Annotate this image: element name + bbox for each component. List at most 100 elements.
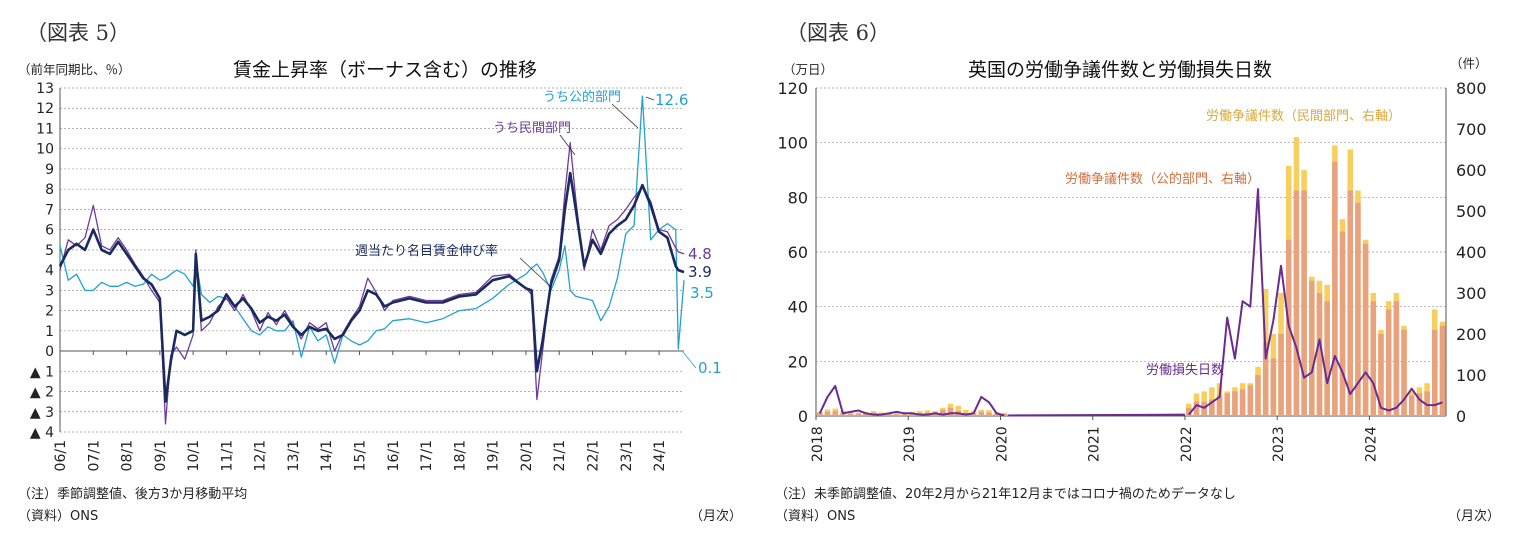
x-tick-label: 06/1: [53, 440, 69, 471]
series-line-6: [818, 188, 1443, 417]
bar-public: [824, 411, 831, 416]
leader-public-end: [682, 351, 697, 369]
bar-public: [1270, 358, 1277, 416]
peak-value-public: 12.6: [655, 91, 688, 109]
bar-public: [1216, 395, 1223, 416]
x-tick-label: 21/1: [552, 440, 568, 471]
y-left-tick-label: 80: [788, 188, 808, 207]
x-tick-label: 2018: [810, 426, 826, 462]
bar-public: [1416, 393, 1423, 416]
y-axis-label-5: （前年同期比、％）: [18, 62, 131, 77]
chart-title-5: 賃金上昇率（ボーナス含む）の推移: [233, 59, 537, 81]
y-tick-label: 8: [45, 182, 54, 198]
bar-public: [978, 411, 985, 416]
bar-public: [840, 413, 846, 416]
y-right-tick-label: 700: [1456, 120, 1487, 139]
y-right-tick-label: 300: [1456, 284, 1487, 303]
label-days-lost: 労働損失日数: [1146, 363, 1224, 378]
x-tick-label: 12/1: [253, 440, 269, 471]
x-tick-label: 22/1: [585, 440, 601, 471]
y-tick-label: 0: [45, 344, 54, 360]
bar-public: [1255, 375, 1261, 416]
y-tick-label: ▲ 3: [30, 405, 54, 421]
label-all-wages: 週当たり名目賃金伸び率: [355, 243, 498, 259]
y-left-tick-label: 120: [777, 79, 808, 98]
y-right-tick-label: 100: [1456, 366, 1487, 385]
x-tick-label: 14/1: [319, 440, 335, 471]
bar-private: [955, 405, 961, 416]
bar-public: [1247, 385, 1254, 416]
bar-public: [1439, 325, 1446, 416]
y-tick-label: 12: [36, 101, 54, 117]
bar-public: [1385, 309, 1392, 416]
bar-public: [1278, 334, 1284, 416]
x-tick-label: 24/1: [652, 440, 668, 471]
y-left-tick-label: 20: [788, 352, 808, 371]
bar-public: [1209, 399, 1215, 416]
bar-public: [1378, 334, 1384, 416]
y-left-tick-label: 0: [798, 407, 808, 426]
bar-public: [1293, 190, 1300, 416]
bar-public: [1224, 393, 1231, 416]
bar-public: [1355, 202, 1361, 416]
days-lost-line-2018-2020: [818, 384, 1005, 417]
y-axis-right-label-6: （件）: [1450, 56, 1488, 71]
bar-public: [1239, 389, 1246, 416]
bar-public: [1408, 395, 1415, 416]
x-tick-label: 17/1: [419, 440, 435, 471]
y-tick-label: 2: [45, 304, 54, 320]
bar-public: [847, 413, 854, 416]
label-public-sector: うち公的部門: [543, 89, 621, 105]
label-private-sector: うち民間部門: [493, 121, 571, 136]
chart-title-6: 英国の労働争議件数と労働損失日数: [968, 59, 1272, 81]
series-line-1: [59, 141, 685, 425]
x-tick-label: 2019: [902, 426, 918, 462]
y-axis-left-label-6: （万日）: [783, 62, 833, 77]
series-lines-5: [58, 95, 685, 425]
x-tick-label: 2023: [1271, 426, 1287, 462]
bar-public: [1201, 401, 1207, 416]
y-tick-label: 9: [45, 162, 54, 178]
y-right-tick-label: 600: [1456, 161, 1487, 180]
bar-public: [993, 413, 1000, 416]
bar-public: [947, 407, 954, 416]
x-tick-label: 13/1: [286, 440, 302, 471]
x-tick-label: 2020: [994, 426, 1010, 462]
y-tick-label: 6: [45, 223, 54, 239]
bar-public: [832, 411, 838, 416]
x-tick-label: 10/1: [186, 440, 202, 471]
y-tick-label: ▲ 4: [30, 425, 54, 441]
chart-fig5: （図表 5） 賃金上昇率（ボーナス含む）の推移 （前年同期比、％） 131211…: [18, 21, 742, 524]
bar-public: [1401, 329, 1407, 416]
bar-public: [863, 413, 869, 416]
y-tick-label: 11: [36, 121, 54, 137]
bar-public: [986, 412, 992, 416]
bar-public: [970, 413, 977, 416]
bar-public: [1424, 391, 1430, 416]
note-6: （注）未季節調整値、20年2月から21年12月まではコロナ禍のためデータなし: [775, 486, 1236, 502]
y-left-tick-label: 60: [788, 243, 808, 262]
y-tick-label: 7: [45, 202, 54, 218]
y-tick-label: ▲ 2: [30, 385, 54, 401]
x-tick-label: 20/1: [519, 440, 535, 471]
bar-public: [1339, 231, 1346, 416]
y-right-tick-label: 400: [1456, 243, 1487, 262]
gridlines-5: [59, 87, 684, 433]
bar-public: [1370, 301, 1377, 416]
series-line-0: [58, 171, 685, 403]
bar-public: [940, 409, 946, 416]
y-right-tick-label: 800: [1456, 79, 1487, 98]
y-tick-label: 10: [36, 142, 54, 158]
bar-public: [1432, 329, 1438, 416]
days-lost-gap-line: [1007, 413, 1185, 417]
x-tick-label: 15/1: [353, 440, 369, 471]
bar-public: [1324, 301, 1330, 416]
y-left-tick-label: 40: [788, 298, 808, 317]
y-tick-label: 13: [36, 81, 54, 97]
y-left-tick-label: 100: [777, 134, 808, 153]
bar-public: [1262, 342, 1269, 416]
y-tick-label: ▲ 1: [30, 364, 54, 380]
leader-public: [611, 103, 639, 129]
